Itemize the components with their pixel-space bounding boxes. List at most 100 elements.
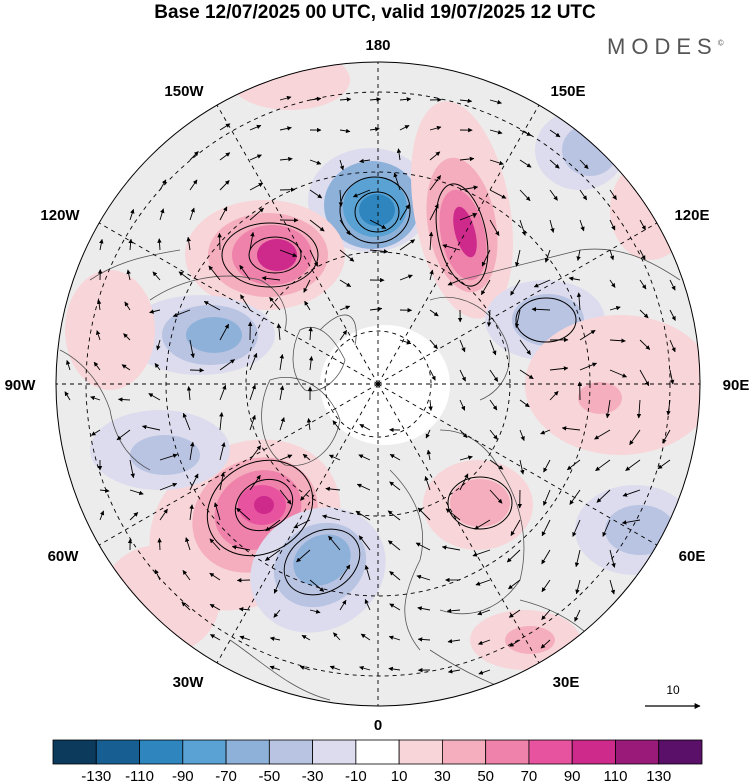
wind-arrow	[189, 473, 199, 491]
wind-arrow	[639, 249, 646, 261]
wind-arrow	[209, 572, 221, 581]
label-0: 0	[374, 717, 382, 734]
wind-arrow	[209, 603, 221, 611]
wind-arrow	[360, 633, 371, 641]
wind-arrow	[519, 339, 531, 355]
graticule	[56, 62, 700, 706]
wind-arrow	[489, 429, 498, 440]
wind-arrow	[459, 185, 479, 191]
wind-arrow	[489, 159, 504, 166]
wind-arrow	[309, 609, 321, 614]
anomaly-neg-150e-upper	[535, 110, 625, 190]
anomaly-pos-100w	[65, 270, 155, 390]
colorbar-tick-label: 70	[521, 768, 538, 783]
meridian-line	[377, 383, 658, 546]
wind-arrow	[519, 399, 530, 408]
wind-arrow	[544, 249, 551, 263]
colorbar-tick-label: -130	[81, 768, 111, 783]
wind-arrow	[269, 665, 281, 671]
wind-arrow	[117, 397, 131, 402]
wind-arrow	[309, 219, 325, 232]
wind-arrow	[303, 279, 311, 293]
map-title: Base 12/07/2025 00 UTC, valid 19/07/2025…	[154, 2, 596, 23]
wind-arrow	[519, 159, 532, 168]
colorbar-box	[571, 739, 616, 765]
wind-arrow	[339, 599, 347, 611]
wind-arrow	[669, 339, 676, 353]
wind-arrow	[185, 537, 191, 551]
wind-arrow	[213, 502, 221, 521]
wind-arrow	[238, 607, 251, 612]
wind-arrow	[157, 238, 162, 251]
wind-arrow	[459, 156, 475, 162]
wind-arrow	[609, 579, 616, 595]
wind-arrow	[399, 204, 410, 221]
wind-arrow	[182, 570, 191, 581]
wind-arrow	[304, 300, 311, 311]
label-120w: 120W	[40, 207, 80, 224]
wind-arrow	[509, 639, 521, 647]
wind-arrow	[669, 279, 676, 291]
wind-arrow	[445, 508, 461, 521]
wind-arrow	[309, 579, 325, 592]
wind-arrow	[459, 399, 466, 411]
wind-arrow	[574, 609, 581, 622]
wind-arrow	[64, 391, 71, 401]
wind-arrow	[605, 399, 611, 419]
wind-arrow	[152, 271, 161, 281]
wind-arrow	[300, 489, 311, 501]
wind-arrow	[219, 152, 231, 161]
wind-arrow	[249, 445, 262, 461]
wind-arrow	[441, 545, 461, 551]
wind-arrow	[541, 519, 551, 537]
wind-arrow	[219, 384, 227, 401]
colorbar-ticks: -130 -110 -90 -70 -50 -30 -10 10 30 50 70 90 110 130	[81, 768, 671, 783]
wind-arrow	[541, 609, 551, 621]
wind-arrow	[533, 279, 551, 288]
wind-arrow	[159, 508, 168, 521]
wind-arrow	[249, 231, 255, 251]
wind-arrow	[399, 97, 412, 102]
wind-arrow	[510, 519, 521, 536]
wind-arrow	[429, 175, 442, 191]
wind-arrow	[609, 305, 621, 311]
wind-arrow	[156, 339, 161, 351]
wind-arrow	[279, 95, 292, 101]
wind-arrow	[279, 126, 292, 131]
wind-arrow	[459, 473, 469, 491]
wind-arrow	[189, 504, 194, 521]
wind-arrow	[333, 632, 341, 641]
wind-arrow	[309, 189, 323, 199]
label-120e: 120E	[674, 207, 709, 224]
wind-arrow	[358, 535, 371, 551]
label-30w: 30W	[173, 674, 205, 691]
wind-arrow	[186, 236, 191, 251]
colorbar-box	[658, 739, 703, 765]
wind-arrow	[189, 151, 199, 161]
longitude-labels: 180 150E 120E 90E 60E 30E 0 30W 60W 90W …	[5, 37, 750, 734]
wind-arrow	[489, 99, 502, 105]
wind-arrow	[148, 393, 161, 401]
colorbar-tick-label: 130	[646, 768, 671, 783]
wind-arrow	[279, 249, 298, 258]
wind-arrow	[328, 535, 341, 551]
wind-arrow	[459, 339, 466, 353]
wind-arrow	[339, 128, 351, 134]
wind-arrow	[639, 309, 649, 319]
wind-arrow	[549, 129, 561, 138]
colorbar: -130 -110 -90 -70 -50 -30 -10 10 30 50 70 90 110 130	[52, 739, 703, 783]
wind-arrow	[203, 301, 221, 311]
wind-arrow	[240, 294, 251, 311]
wind-arrow	[129, 512, 139, 521]
wind-arrow	[602, 519, 611, 537]
wind-arrow	[369, 97, 382, 102]
anomaly-neg-70e	[575, 485, 695, 575]
colorbar-tick-label: -30	[302, 768, 324, 783]
wind-arrow	[308, 326, 313, 341]
wind-arrow	[629, 429, 641, 446]
wind-arrow	[352, 189, 371, 198]
wind-arrow	[594, 429, 611, 440]
wind-arrow	[609, 369, 628, 378]
colorbar-tick-label: 110	[604, 768, 628, 783]
